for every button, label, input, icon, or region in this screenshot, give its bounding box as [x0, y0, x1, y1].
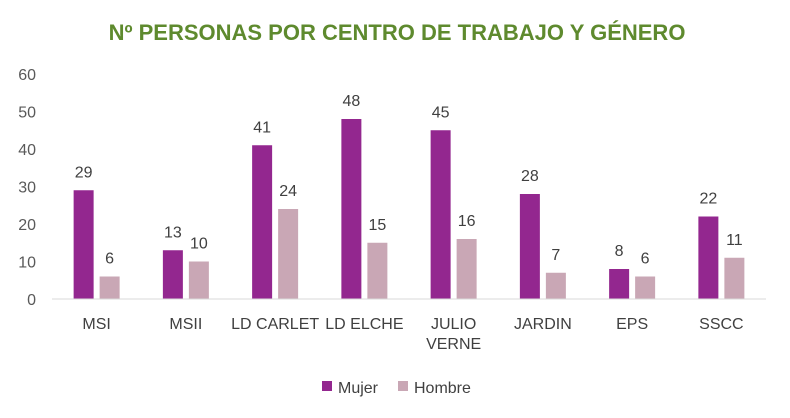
data-label: 8 [615, 243, 624, 260]
data-label: 10 [190, 236, 208, 253]
chart-title: Nº PERSONAS POR CENTRO DE TRABAJO Y GÉNE… [109, 20, 686, 45]
bar-hombre-msii [188, 261, 209, 299]
data-label: 7 [551, 247, 560, 264]
bars-group: 29 13 41 48 45 28 8 22 6 10 24 15 16 7 6 11 [73, 93, 745, 299]
y-tick-label: 0 [27, 292, 36, 309]
data-label: 28 [521, 168, 539, 185]
legend-swatch-hombre [398, 381, 408, 391]
x-axis: MSI MSII LD CARLET LD ELCHE JULIO VERNE JARDIN… [82, 316, 743, 353]
legend: Mujer Hombre [322, 380, 471, 397]
x-category-label: MSI [82, 316, 110, 333]
bar-hombre-sscc [724, 257, 745, 299]
x-category-label: VERNE [426, 336, 481, 353]
x-category-label: JULIO [431, 316, 476, 333]
bar-hombre-julio-verne [456, 239, 477, 299]
x-category-label: EPS [616, 316, 648, 333]
y-tick-label: 20 [18, 217, 36, 234]
x-category-label: MSII [169, 316, 202, 333]
data-label: 41 [253, 119, 271, 136]
legend-label-hombre: Hombre [414, 380, 471, 397]
data-label: 24 [279, 183, 297, 200]
data-label: 45 [432, 104, 450, 121]
bar-mujer-julio-verne [430, 130, 451, 299]
bar-mujer-ld-carlet [252, 145, 273, 299]
bar-hombre-eps [635, 276, 656, 299]
bar-hombre-jardin [545, 272, 566, 299]
data-label: 6 [641, 251, 650, 268]
bar-hombre-ld-elche [367, 242, 388, 299]
data-label: 29 [75, 164, 93, 181]
x-category-label: SSCC [699, 316, 743, 333]
x-category-label: LD CARLET [231, 316, 319, 333]
y-tick-label: 60 [18, 67, 36, 84]
data-label: 15 [368, 217, 386, 234]
bar-mujer-sscc [698, 216, 719, 299]
bar-mujer-msii [162, 250, 183, 299]
bar-mujer-msi [73, 190, 94, 299]
bar-mujer-ld-elche [341, 119, 362, 299]
data-label: 16 [458, 213, 476, 230]
y-tick-label: 50 [18, 105, 36, 122]
data-label: 6 [105, 251, 114, 268]
legend-swatch-mujer [322, 381, 332, 391]
data-label: 11 [726, 232, 743, 249]
legend-label-mujer: Mujer [338, 380, 379, 397]
data-label: 13 [164, 224, 182, 241]
bar-mujer-jardin [519, 194, 540, 299]
x-category-label: JARDIN [514, 316, 572, 333]
data-label: 48 [342, 93, 360, 110]
bar-hombre-msi [99, 276, 120, 299]
x-category-label: LD ELCHE [325, 316, 403, 333]
y-axis: 0 10 20 30 40 50 60 [18, 67, 36, 309]
bar-mujer-eps [609, 269, 630, 299]
y-tick-label: 30 [18, 180, 36, 197]
y-tick-label: 40 [18, 142, 36, 159]
y-tick-label: 10 [18, 255, 36, 272]
bar-hombre-ld-carlet [278, 209, 299, 299]
data-label: 22 [699, 191, 717, 208]
